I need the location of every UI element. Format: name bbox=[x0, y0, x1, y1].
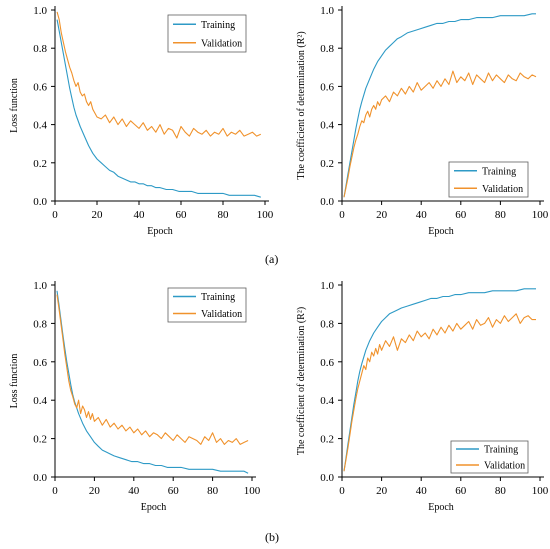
chart2-ytick-label: 1.0 bbox=[320, 5, 334, 17]
chart4-ytick-label: 0.0 bbox=[320, 472, 334, 484]
chart4-xtick-label: 80 bbox=[495, 485, 507, 497]
chart3-series-training-line bbox=[56, 290, 249, 474]
chart3-ytick-label: 0.8 bbox=[33, 318, 47, 330]
chart3-legend-label-validation: Validation bbox=[201, 309, 242, 320]
chart2-ytick-label: 0.4 bbox=[320, 120, 334, 132]
chart2-series-training-line bbox=[343, 13, 536, 198]
chart4-ylabel: The coefficient of determination (R²) bbox=[296, 307, 307, 455]
chart4-legend bbox=[450, 440, 529, 474]
chart1-ytick-label: 0.4 bbox=[33, 120, 47, 132]
chart3-legend bbox=[167, 287, 247, 323]
chart1-xtick-label: 20 bbox=[92, 209, 104, 221]
chart4-xtick-label: 100 bbox=[532, 485, 549, 497]
chart4-xtick-label: 20 bbox=[376, 485, 388, 497]
chart2-xtick-label: 0 bbox=[339, 209, 345, 221]
chart1-ylabel: Loss function bbox=[9, 78, 20, 133]
chart1-ytick-label: 1.0 bbox=[33, 5, 47, 17]
chart2-legend-label-validation: Validation bbox=[482, 184, 523, 195]
chart3-legend-label-training: Training bbox=[201, 292, 235, 303]
chart4-xlabel: Epoch bbox=[428, 502, 454, 513]
chart2-legend-label-training: Training bbox=[482, 166, 516, 177]
chart4-series-validation-line bbox=[343, 313, 536, 472]
chart2-xtick-label: 100 bbox=[532, 209, 549, 221]
chart2-xtick-label: 80 bbox=[495, 209, 507, 221]
chart3-xtick-label: 0 bbox=[52, 485, 58, 497]
chart1-series-validation-line bbox=[56, 11, 262, 139]
chart2-xtick-label: 20 bbox=[376, 209, 388, 221]
chart4-ytick-label: 0.6 bbox=[320, 357, 334, 369]
chart3-xlabel: Epoch bbox=[141, 502, 167, 513]
chart1-ytick-label: 0.2 bbox=[33, 158, 47, 170]
chart3-ytick-label: 0.0 bbox=[33, 472, 47, 484]
chart4-ytick-label: 0.8 bbox=[320, 318, 334, 330]
chart1-xtick-label: 100 bbox=[257, 209, 274, 221]
chart1-ytick-label: 0.6 bbox=[33, 81, 47, 93]
chart3-xtick-label: 100 bbox=[244, 485, 261, 497]
chart3-xtick-label: 60 bbox=[168, 485, 180, 497]
chart1-xtick-label: 0 bbox=[52, 209, 58, 221]
panel-label-a: (a) bbox=[265, 252, 279, 266]
chart4-xtick-label: 40 bbox=[416, 485, 428, 497]
chart4-legend-label-training: Training bbox=[484, 445, 518, 456]
chart1-xlabel: Epoch bbox=[147, 226, 173, 237]
chart1-ytick-label: 0.8 bbox=[33, 43, 47, 55]
chart4-legend-label-validation: Validation bbox=[484, 461, 525, 472]
chart2-xtick-label: 60 bbox=[455, 209, 467, 221]
chart4-xtick-label: 60 bbox=[455, 485, 467, 497]
chart4-series-training-line bbox=[343, 288, 536, 472]
chart4-xtick-label: 0 bbox=[339, 485, 345, 497]
chart1-ytick-label: 0.0 bbox=[33, 196, 47, 208]
chart3-xtick-label: 20 bbox=[89, 485, 101, 497]
chart1-xtick-label: 60 bbox=[176, 209, 188, 221]
chart3-series-validation-line bbox=[56, 294, 249, 445]
chart2-legend bbox=[448, 161, 529, 198]
chart2-ytick-label: 0.2 bbox=[320, 158, 334, 170]
chart1-legend-label-validation: Validation bbox=[201, 38, 242, 49]
chart3-ytick-label: 0.6 bbox=[33, 357, 47, 369]
chart2-series-validation-line bbox=[343, 70, 537, 198]
chart2-ytick-label: 0.0 bbox=[320, 196, 334, 208]
chart3-xtick-label: 40 bbox=[128, 485, 140, 497]
chart1-xtick-label: 40 bbox=[134, 209, 146, 221]
chart1-legend bbox=[167, 14, 247, 53]
chart3-ytick-label: 0.2 bbox=[33, 434, 47, 446]
chart3-xtick-label: 80 bbox=[207, 485, 219, 497]
chart3-ytick-label: 0.4 bbox=[33, 395, 47, 407]
panel-label-b: (b) bbox=[265, 530, 279, 544]
chart2-ylabel: The coefficient of determination (R²) bbox=[296, 31, 307, 179]
chart2-ytick-label: 0.8 bbox=[320, 43, 334, 55]
chart4-ytick-label: 0.4 bbox=[320, 395, 334, 407]
chart2-xtick-label: 40 bbox=[416, 209, 428, 221]
chart1-series-training-line bbox=[56, 19, 261, 198]
chart3-ylabel: Loss function bbox=[9, 354, 20, 409]
chart1-legend-label-training: Training bbox=[201, 20, 235, 31]
chart1-xtick-label: 80 bbox=[218, 209, 230, 221]
chart4-ytick-label: 1.0 bbox=[320, 280, 334, 292]
chart2-xlabel: Epoch bbox=[428, 226, 454, 237]
chart3-ytick-label: 1.0 bbox=[33, 280, 47, 292]
chart4-ytick-label: 0.2 bbox=[320, 434, 334, 446]
chart2-ytick-label: 0.6 bbox=[320, 81, 334, 93]
